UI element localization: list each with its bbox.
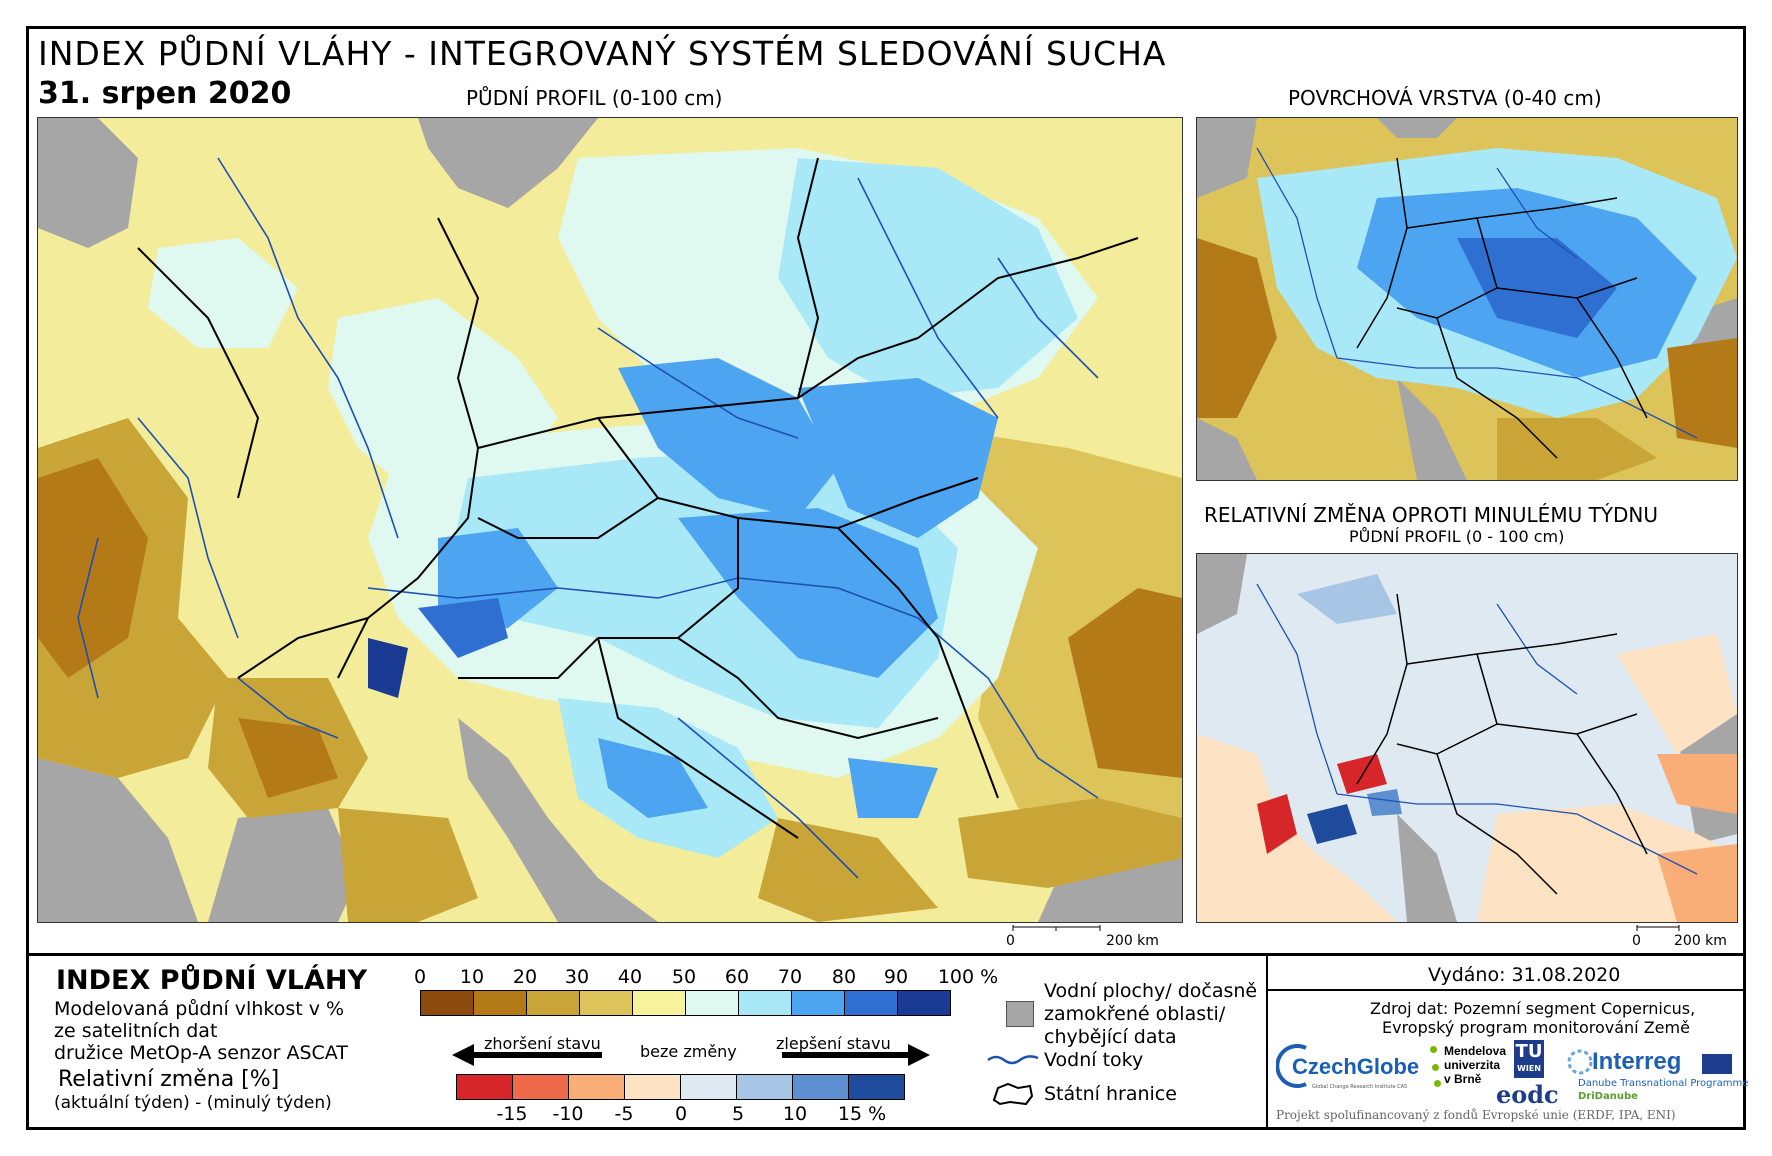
- change-map-graphic: [1197, 554, 1737, 922]
- tu-subtext: WIEN: [1517, 1064, 1541, 1073]
- change-map-label: RELATIVNÍ ZMĚNA OPROTI MINULÉMU TÝDNU: [1204, 503, 1659, 527]
- main-map-label: PŮDNÍ PROFIL (0-100 cm): [466, 86, 723, 110]
- surface-layer-map: [1196, 117, 1738, 481]
- ramp-swatch: [686, 991, 739, 1015]
- funding-footer: Projekt spolufinancovaný z fondů Evropsk…: [1276, 1108, 1676, 1122]
- ramp-swatch: [569, 1075, 625, 1099]
- water-label-2: zamokřené oblasti/: [1044, 1003, 1226, 1025]
- source-line-2: Evropský program monitorování Země: [1382, 1018, 1690, 1037]
- ramp-swatch: [739, 991, 792, 1015]
- ramp-swatch: [681, 1075, 737, 1099]
- legend-relative-title: Relativní změna [%]: [58, 1067, 280, 1092]
- rivers-symbol: [987, 1055, 1039, 1065]
- small-scale-zero: 0: [1632, 933, 1641, 949]
- main-scale-zero: 0: [1006, 933, 1015, 949]
- tu-text: TU: [1515, 1041, 1543, 1062]
- borders-label: Státní hranice: [1044, 1083, 1177, 1105]
- ramp-swatch: [474, 991, 527, 1015]
- mendelu-text-3: v Brně: [1444, 1072, 1482, 1086]
- change-tick: 15 %: [837, 1103, 887, 1125]
- water-label-1: Vodní plochy/ dočasně: [1044, 980, 1258, 1002]
- main-soil-moisture-map: [37, 117, 1183, 923]
- info-divider: [1268, 989, 1746, 991]
- mendelu-text-1: Mendelova: [1444, 1044, 1507, 1058]
- interreg-subtext-1: Danube Transnational Programme: [1578, 1078, 1749, 1089]
- issued-date: Vydáno: 31.08.2020: [1428, 964, 1621, 986]
- change-ticks: -15 -10 -5 0 5 10 15 %: [0, 1103, 1772, 1127]
- index-tick: 70: [777, 966, 803, 988]
- arrow-better-label: zlepšení stavu: [776, 1034, 891, 1053]
- index-tick: 10: [459, 966, 485, 988]
- ramp-swatch: [792, 991, 845, 1015]
- index-color-ramp: [420, 990, 951, 1016]
- water-label-3: chybějící data: [1044, 1026, 1177, 1048]
- small-scale-end: 200 km: [1674, 933, 1727, 949]
- change-map-sublabel: PŮDNÍ PROFIL (0 - 100 cm): [1349, 527, 1565, 546]
- interreg-text: Interreg: [1592, 1048, 1682, 1075]
- change-tick: -10: [552, 1103, 584, 1125]
- index-ticks: 0 10 20 30 40 50 60 70 80 90 100 %: [0, 966, 1772, 990]
- index-tick: 100 %: [937, 966, 999, 988]
- legend-desc-2: ze satelitních dat: [54, 1020, 218, 1042]
- legend-divider: [1266, 953, 1268, 1130]
- ramp-swatch: [527, 991, 580, 1015]
- relative-change-map: [1196, 553, 1738, 923]
- arrow-worse-label: zhoršení stavu: [484, 1034, 601, 1053]
- ramp-swatch: [793, 1075, 849, 1099]
- index-tick: 30: [564, 966, 590, 988]
- ramp-swatch: [849, 1075, 904, 1099]
- index-tick: 0: [413, 966, 427, 988]
- czechglobe-text: CzechGlobe: [1292, 1054, 1420, 1079]
- ramp-swatch: [633, 991, 686, 1015]
- ramp-swatch: [845, 991, 898, 1015]
- index-tick: 90: [883, 966, 909, 988]
- legend-desc-1: Modelovaná půdní vlhkost v %: [54, 998, 345, 1020]
- mendelu-text-2: univerzita: [1444, 1058, 1501, 1072]
- ramp-swatch: [421, 991, 474, 1015]
- czechglobe-subtext: Global Change Research Institute CAS: [1312, 1084, 1408, 1090]
- change-tick: 0: [674, 1103, 688, 1125]
- main-scale-end: 200 km: [1106, 933, 1159, 949]
- index-tick: 60: [724, 966, 750, 988]
- surface-map-graphic: [1197, 118, 1737, 480]
- map-date: 31. srpen 2020: [38, 76, 292, 111]
- index-tick: 50: [671, 966, 697, 988]
- eodc-logo: eodc: [1496, 1080, 1559, 1109]
- change-tick: -5: [614, 1103, 634, 1125]
- ramp-swatch: [898, 991, 950, 1015]
- ramp-swatch: [580, 991, 633, 1015]
- surface-map-label: POVRCHOVÁ VRSTVA (0-40 cm): [1288, 86, 1602, 110]
- legend-relative-subtitle: (aktuální týden) - (minulý týden): [54, 1093, 332, 1113]
- change-arrows: [452, 1044, 930, 1066]
- index-tick: 20: [512, 966, 538, 988]
- change-tick: 10: [782, 1103, 808, 1125]
- borders-symbol: [992, 1082, 1034, 1106]
- index-tick: 40: [617, 966, 643, 988]
- ramp-swatch: [513, 1075, 569, 1099]
- water-missing-swatch: [1006, 1001, 1034, 1027]
- tu-wien-logo: TU WIEN: [1514, 1040, 1544, 1078]
- change-color-ramp: [456, 1074, 905, 1100]
- arrow-none-label: beze změny: [640, 1042, 737, 1061]
- ramp-swatch: [625, 1075, 681, 1099]
- index-tick: 80: [831, 966, 857, 988]
- ramp-swatch: [737, 1075, 793, 1099]
- legend-panel: [26, 953, 1746, 1130]
- rivers-label: Vodní toky: [1044, 1049, 1144, 1071]
- page-title: INDEX PŮDNÍ VLÁHY - INTEGROVANÝ SYSTÉM S…: [38, 34, 1167, 73]
- source-line-1: Zdroj dat: Pozemní segment Copernicus,: [1370, 999, 1696, 1018]
- interreg-subtext-2: DriDanube: [1578, 1091, 1638, 1102]
- legend-desc-3: družice MetOp-A senzor ASCAT: [54, 1042, 348, 1064]
- ramp-swatch: [457, 1075, 513, 1099]
- change-tick: -15: [496, 1103, 528, 1125]
- eu-flag-icon: [1702, 1054, 1732, 1074]
- main-map-graphic: [38, 118, 1182, 922]
- change-tick: 5: [731, 1103, 745, 1125]
- legend-title: INDEX PŮDNÍ VLÁHY: [56, 965, 368, 996]
